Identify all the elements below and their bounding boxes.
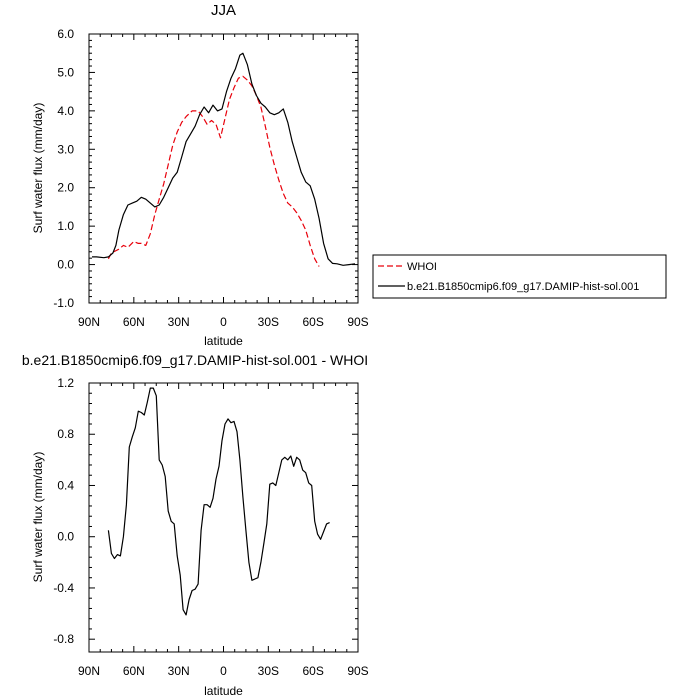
- top-y-tick-label: 5.0: [57, 65, 74, 79]
- top-y-tick-label: 2.0: [57, 181, 74, 195]
- bottom-y-tick-label: 1.2: [57, 376, 74, 390]
- top-series: [92, 52, 356, 267]
- top-chart-title: JJA: [211, 2, 236, 19]
- top-x-tick-label: 0: [220, 315, 227, 329]
- legend-box: [372, 254, 667, 299]
- bottom-x-ticks: 90N 60N 30N 0 30S 60S 90S: [78, 383, 369, 678]
- bottom-x-tick-label: 0: [220, 664, 227, 678]
- top-y-ticks: -1.0 0.0 1.0 2.0 3.0 4.0 5.0 6.0: [53, 27, 358, 310]
- bottom-y-tick-label: 0.4: [57, 478, 74, 492]
- bottom-x-tick-label: 30N: [168, 664, 190, 678]
- top-y-tick-label: 0.0: [57, 258, 74, 272]
- legend-label-whoi: WHOI: [407, 261, 437, 273]
- bottom-series: [107, 387, 330, 616]
- top-x-axis-label: latitude: [204, 334, 243, 348]
- bottom-y-tick-label: 0.0: [57, 530, 74, 544]
- bottom-x-axis-label: latitude: [204, 684, 243, 698]
- top-y-tick-label: 3.0: [57, 142, 74, 156]
- top-x-tick-label: 60N: [123, 315, 145, 329]
- bottom-y-axis-label: Surf water flux (mm/day): [31, 452, 45, 583]
- legend: WHOI b.e21.B1850cmip6.f09_g17.DAMIP-hist…: [372, 254, 667, 299]
- model-series-line: [92, 52, 356, 266]
- bottom-y-tick-label: -0.8: [53, 632, 74, 646]
- bottom-y-tick-label: -0.4: [53, 581, 74, 595]
- top-plot-frame: [88, 33, 359, 304]
- bottom-plot-frame: [88, 382, 359, 653]
- bottom-x-tick-label: 90N: [78, 664, 100, 678]
- bottom-x-tick-label: 60N: [123, 664, 145, 678]
- bottom-y-tick-label: 0.8: [57, 427, 74, 441]
- bottom-y-ticks: -0.8 -0.4 0.0 0.4 0.8 1.2: [53, 376, 358, 646]
- whoi-series-line: [107, 75, 320, 267]
- top-y-tick-label: -1.0: [53, 296, 74, 310]
- bottom-x-tick-label: 30S: [258, 664, 279, 678]
- top-x-tick-label: 90N: [78, 315, 100, 329]
- bottom-panel: b.e21.B1850cmip6.f09_g17.DAMIP-hist-sol.…: [22, 352, 369, 698]
- top-y-tick-label: 4.0: [57, 104, 74, 118]
- top-x-tick-label: 90S: [347, 315, 368, 329]
- legend-label-model: b.e21.B1850cmip6.f09_g17.DAMIP-hist-sol.…: [407, 281, 639, 293]
- top-x-ticks: 90N 60N 30N 0 30S 60S 90S: [78, 34, 369, 329]
- top-x-tick-label: 30S: [258, 315, 279, 329]
- top-x-tick-label: 30N: [168, 315, 190, 329]
- top-panel: JJA 90N 60N 30N 0 30S 60S 90S -1.0 0.0 1.0 2.0 3.0…: [31, 2, 369, 348]
- bottom-chart-title: b.e21.B1850cmip6.f09_g17.DAMIP-hist-sol.…: [22, 352, 368, 368]
- difference-series-line: [107, 387, 330, 616]
- top-x-tick-label: 60S: [302, 315, 323, 329]
- bottom-x-tick-label: 90S: [347, 664, 368, 678]
- top-y-tick-label: 6.0: [57, 27, 74, 41]
- top-y-tick-label: 1.0: [57, 219, 74, 233]
- top-y-axis-label: Surf water flux (mm/day): [31, 103, 45, 234]
- bottom-x-tick-label: 60S: [302, 664, 323, 678]
